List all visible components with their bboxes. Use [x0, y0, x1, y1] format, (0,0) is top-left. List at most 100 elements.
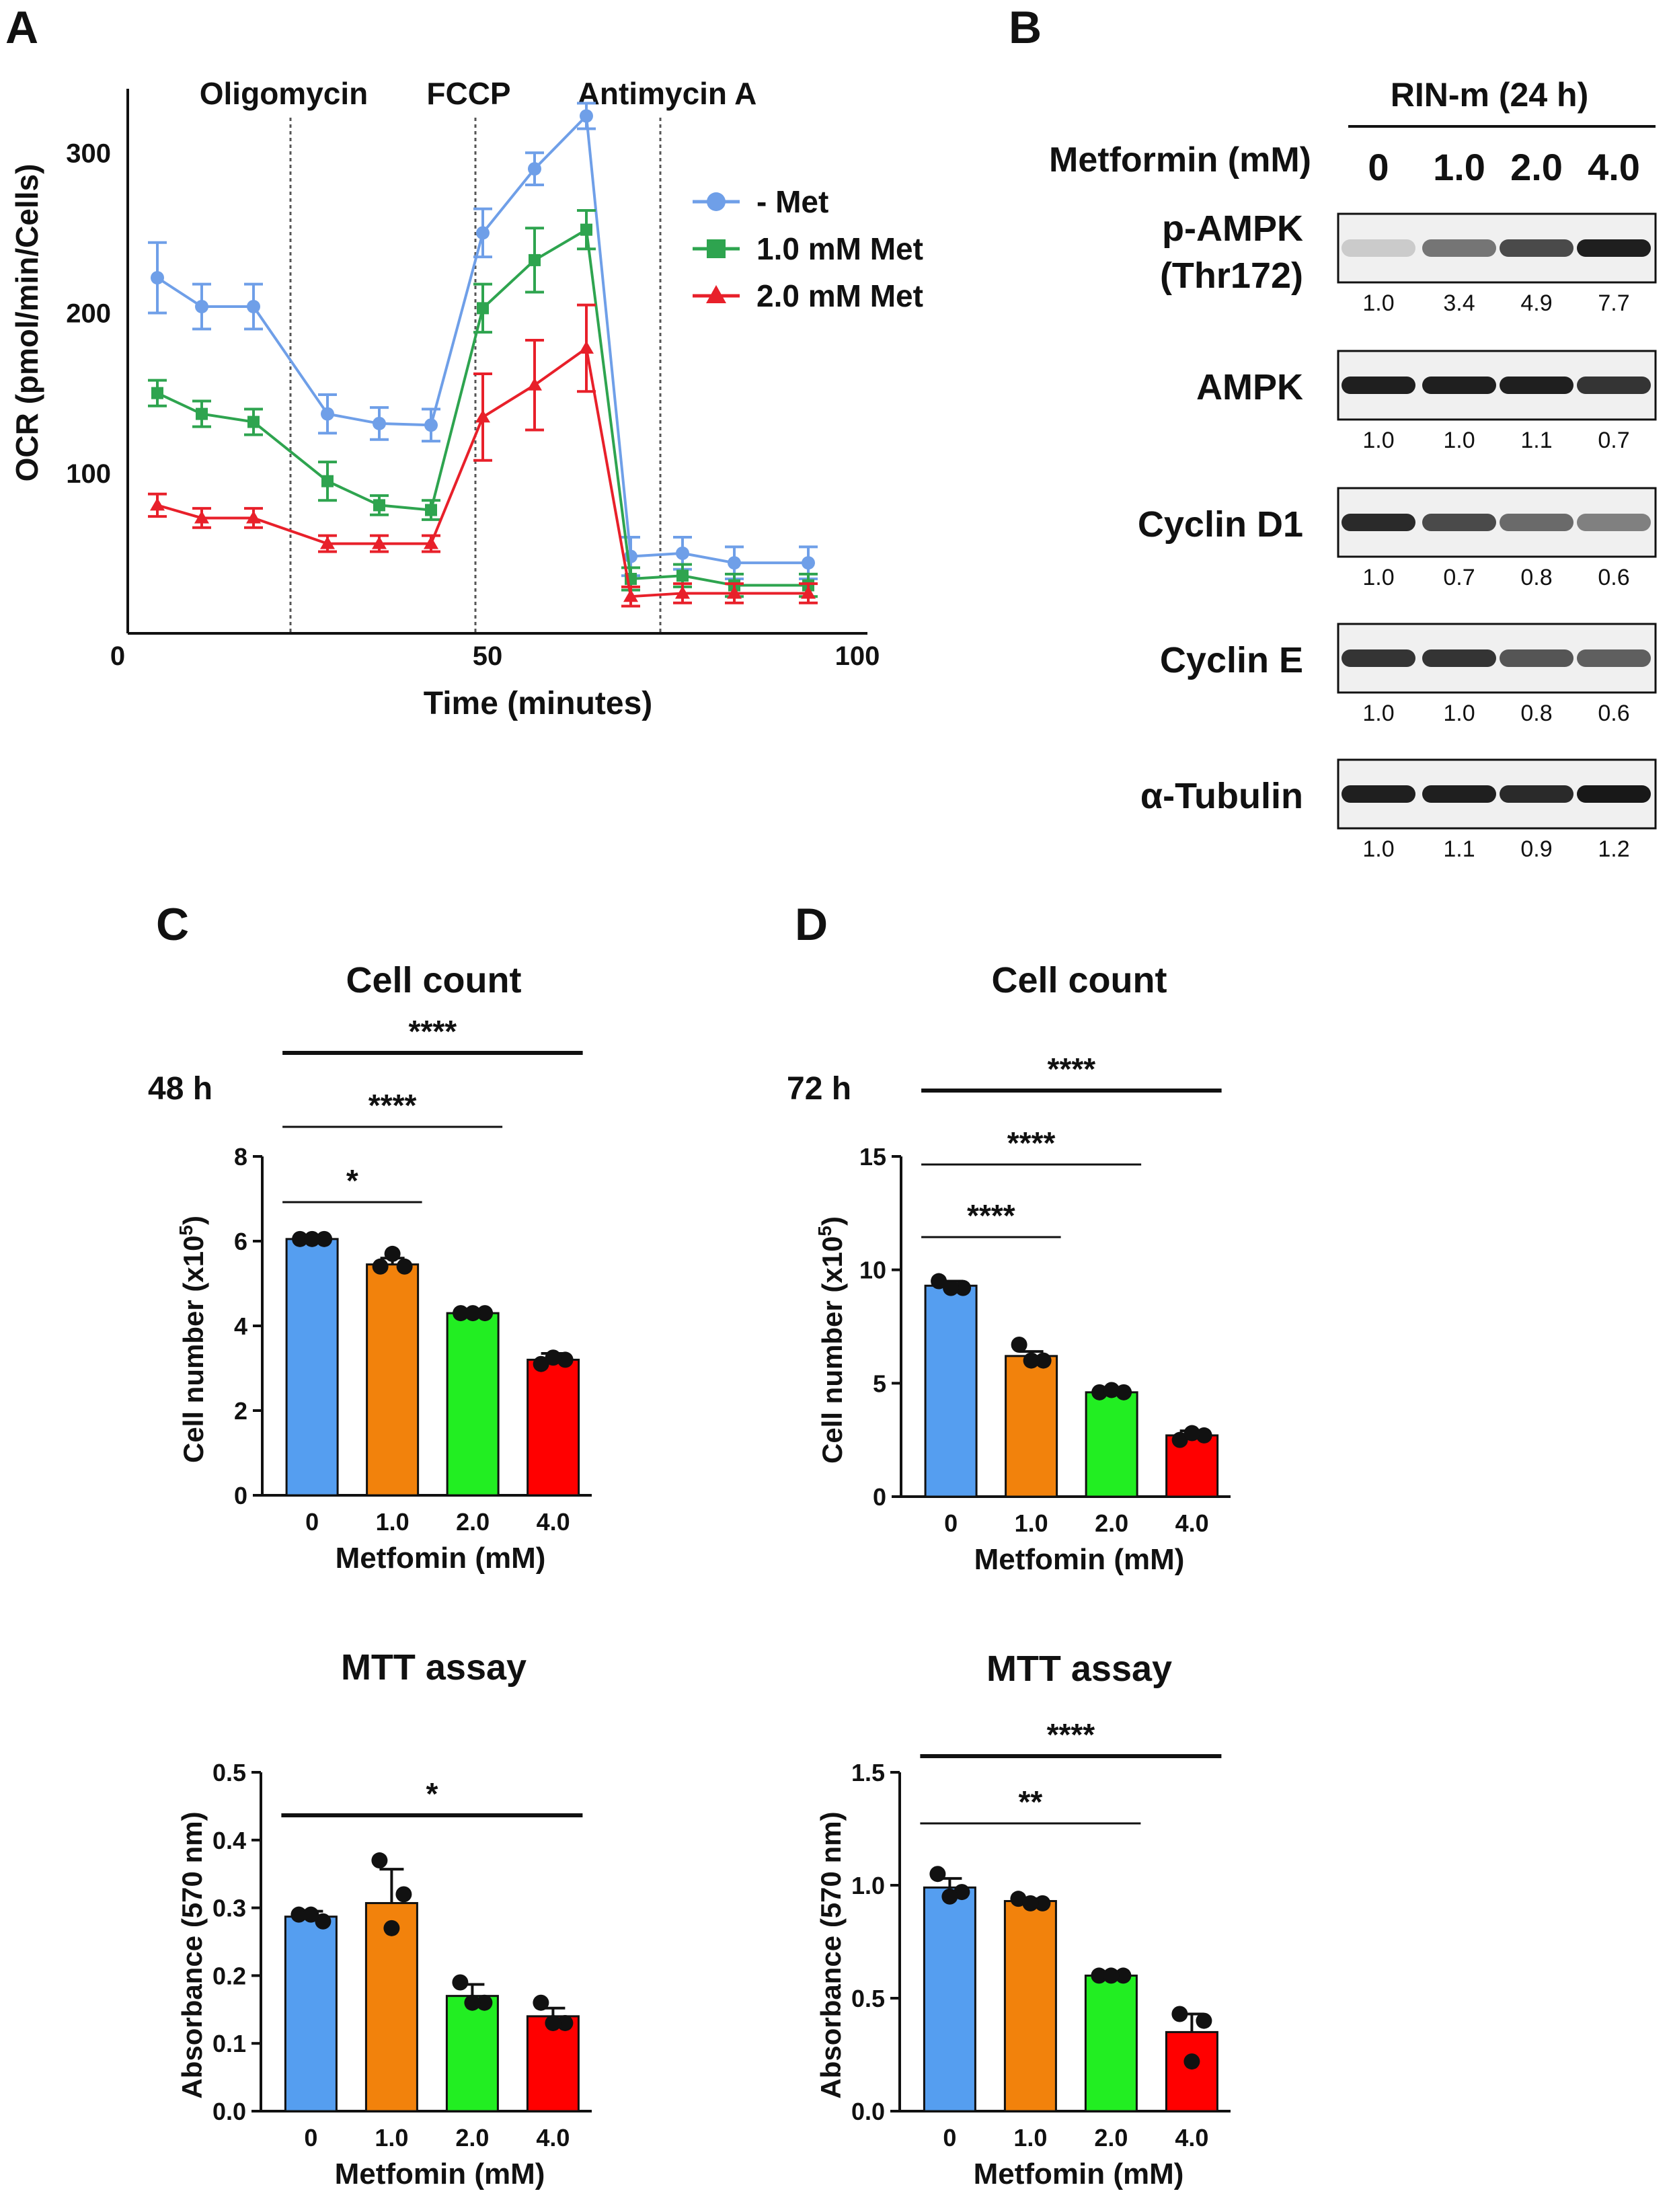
y-tick-label: 0.1 — [212, 2030, 246, 2057]
data-point — [676, 546, 689, 560]
data-point — [580, 223, 592, 236]
significance-label: * — [426, 1776, 438, 1811]
blot-band — [1342, 649, 1415, 667]
data-point — [316, 1230, 333, 1247]
x-tick-label: 2.0 — [455, 2124, 489, 2151]
legend-label: - Met — [756, 184, 828, 219]
x-tick-label: 0 — [305, 1508, 319, 1536]
data-point — [384, 1245, 401, 1262]
data-point — [579, 340, 594, 354]
data-point — [802, 556, 815, 570]
ocr-line-chart: 0 50 100 100 200 300 Time (minutes) OCR (pmol/m… — [9, 76, 923, 721]
data-point — [477, 1305, 494, 1322]
blot-row-label-2: (Thr172) — [1160, 255, 1303, 296]
y-axis-label-text: Absorbance (570 nm) — [176, 1811, 208, 2098]
data-point — [955, 1279, 972, 1296]
western-blot: RIN-m (24 h) Metformin (mM) 0 1.0 2.0 4.0 1.0 3… — [1049, 76, 1657, 862]
blot-row-label: Cyclin D1 — [1138, 504, 1303, 545]
data-point — [527, 377, 542, 391]
data-point — [533, 1355, 549, 1372]
data-point — [1035, 1352, 1052, 1369]
data-point — [303, 1906, 319, 1923]
blot-band — [1342, 377, 1415, 394]
x-tick-label: 1.0 — [1015, 1509, 1048, 1537]
blot-band — [1500, 514, 1573, 531]
band-quantification: 0.8 — [1520, 565, 1552, 590]
blot-band — [1500, 649, 1573, 667]
bar — [285, 1238, 339, 1497]
data-point — [321, 475, 334, 487]
x-tick-label: 2.0 — [456, 1508, 490, 1536]
data-point — [150, 498, 165, 511]
y-axis-label-text: Cell number (x10 — [816, 1236, 848, 1464]
x-axis-label: Time (minutes) — [424, 686, 653, 721]
data-point — [424, 418, 438, 432]
data-point — [371, 1852, 388, 1869]
data-point — [476, 1994, 493, 2011]
band-quantification: 0.9 — [1520, 836, 1552, 862]
y-tick-label: 1.0 — [851, 1872, 885, 1899]
panel-letter-b: B — [1009, 2, 1042, 53]
data-point — [372, 1258, 389, 1275]
data-point — [1116, 1384, 1132, 1400]
data-point — [727, 586, 742, 599]
y-tick-label: 0.0 — [851, 2098, 885, 2125]
series-line — [156, 113, 808, 565]
data-point — [545, 1349, 561, 1366]
data-point — [623, 589, 638, 602]
bar — [1165, 2030, 1218, 2112]
data-point — [321, 407, 334, 421]
blot-band — [1577, 785, 1651, 803]
bar — [527, 1358, 580, 1497]
bar — [1084, 1974, 1138, 2112]
data-point — [290, 1906, 307, 1923]
blot-band — [1577, 377, 1651, 394]
data-point — [801, 586, 816, 599]
blot-band — [1500, 785, 1573, 803]
data-point — [246, 510, 261, 524]
data-point — [1183, 1425, 1200, 1441]
x-tick-label: 2.0 — [1094, 2124, 1128, 2151]
blot-row-label: AMPK — [1196, 367, 1303, 407]
data-point — [1023, 1352, 1040, 1369]
band-quantification: 1.0 — [1362, 701, 1394, 726]
blot-band — [1422, 377, 1496, 394]
data-point — [464, 1994, 481, 2011]
dose-value: 4.0 — [1588, 146, 1640, 188]
data-point — [954, 1884, 970, 1901]
dose-value: 2.0 — [1510, 146, 1563, 188]
band-quantification: 1.0 — [1443, 701, 1475, 726]
bar — [284, 1915, 338, 2112]
blot-band — [1342, 514, 1415, 531]
band-quantification: 0.7 — [1443, 565, 1475, 590]
y-tick-label: 0.0 — [212, 2098, 246, 2125]
significance-label: * — [346, 1163, 358, 1198]
dose-value: 1.0 — [1433, 146, 1485, 188]
blot-band — [1422, 649, 1496, 667]
band-quantification: 7.7 — [1598, 290, 1629, 316]
data-point — [195, 300, 208, 313]
data-point — [1171, 1431, 1188, 1448]
data-point — [1196, 1427, 1212, 1444]
y-axis-label: Absorbance (570 nm) — [815, 1811, 847, 2098]
y-axis-label-end: ) — [178, 1216, 209, 1225]
y-axis-label: Cell number (x105) — [176, 1216, 209, 1463]
band-quantification: 4.9 — [1520, 290, 1552, 316]
y-axis-label-text: Cell number (x10 — [178, 1236, 209, 1463]
data-point — [320, 536, 335, 549]
y-tick-label: 1.5 — [851, 1759, 885, 1786]
data-point — [465, 1305, 481, 1322]
x-axis-label: Metfomin (mM) — [974, 2158, 1184, 2190]
data-point — [941, 1888, 958, 1905]
band-quantification: 1.2 — [1598, 836, 1629, 862]
data-point — [676, 569, 689, 582]
x-tick-label: 4.0 — [1175, 2124, 1208, 2151]
band-quantification: 0.7 — [1598, 428, 1629, 453]
blot-row-label: Cyclin E — [1160, 640, 1303, 680]
legend-label: 2.0 mM Met — [756, 278, 923, 313]
blot-band — [1500, 377, 1573, 394]
band-quantification: 1.0 — [1362, 836, 1394, 862]
